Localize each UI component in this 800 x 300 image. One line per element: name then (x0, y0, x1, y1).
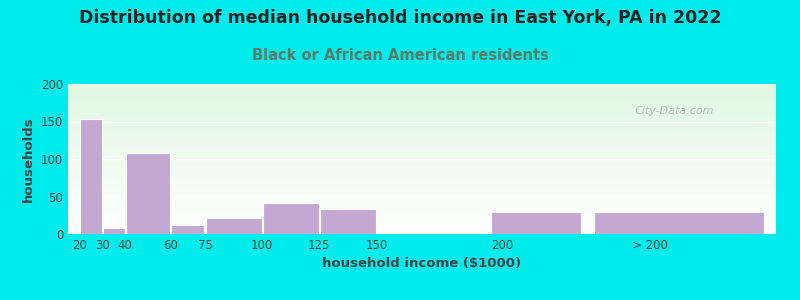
X-axis label: household income ($1000): household income ($1000) (322, 257, 522, 270)
Bar (80, 119, 102, 234)
Y-axis label: households: households (22, 116, 35, 202)
Bar (103, 228, 125, 234)
Bar (206, 218, 262, 234)
Bar (126, 153, 170, 234)
Text: Black or African American residents: Black or African American residents (251, 48, 549, 63)
Text: Distribution of median household income in East York, PA in 2022: Distribution of median household income … (78, 9, 722, 27)
Bar (262, 203, 318, 234)
Bar (320, 208, 376, 234)
Bar (594, 212, 764, 234)
Bar (171, 225, 205, 234)
Bar (491, 212, 582, 234)
Text: City-Data.com: City-Data.com (634, 106, 714, 116)
